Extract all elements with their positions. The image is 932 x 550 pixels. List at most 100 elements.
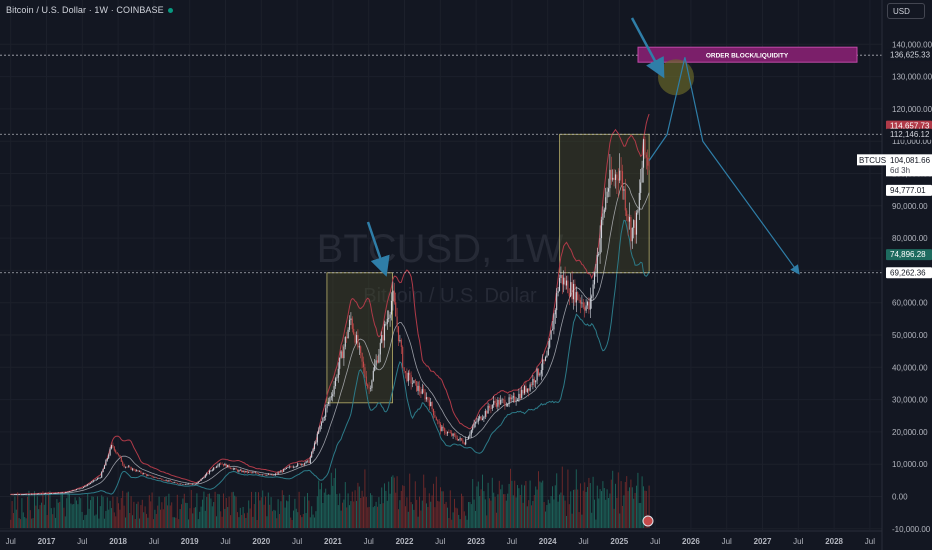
volume-bar bbox=[231, 492, 233, 528]
candle-body bbox=[74, 490, 76, 491]
volume-bar bbox=[473, 499, 475, 528]
candle-body bbox=[108, 455, 110, 459]
candle-body bbox=[117, 454, 120, 456]
candle-body bbox=[186, 483, 188, 485]
candle-body bbox=[327, 401, 330, 405]
volume-bar bbox=[472, 479, 474, 528]
volume-bar bbox=[11, 501, 13, 528]
candle-body bbox=[224, 463, 226, 466]
volume-bar bbox=[550, 496, 552, 528]
candle-body bbox=[519, 393, 521, 399]
candle-body bbox=[179, 483, 181, 485]
chart-title: Bitcoin / U.S. Dollar · 1W · COINBASE bbox=[6, 5, 164, 15]
candle-body bbox=[96, 478, 99, 480]
candle-body bbox=[547, 347, 549, 356]
volume-bar bbox=[148, 495, 150, 528]
candle-body bbox=[584, 307, 586, 311]
candle-body bbox=[103, 465, 106, 469]
candle-body bbox=[147, 475, 149, 476]
volume-bar bbox=[466, 519, 468, 528]
volume-bar bbox=[386, 500, 388, 528]
volume-bar bbox=[281, 490, 283, 528]
candle-body bbox=[28, 494, 30, 495]
volume-bar bbox=[158, 496, 160, 528]
candle-body bbox=[148, 475, 150, 476]
candle-body bbox=[246, 470, 248, 473]
lower-box-price-label-bg bbox=[886, 267, 932, 279]
volume-bar bbox=[190, 490, 192, 528]
candle-body bbox=[395, 302, 397, 317]
candle-body bbox=[640, 182, 642, 193]
volume-bar bbox=[309, 517, 311, 528]
volume-bar bbox=[522, 502, 524, 528]
range-boxes[interactable] bbox=[326, 133, 650, 404]
x-tick-label: Jul bbox=[578, 537, 588, 546]
arrow-drawings[interactable] bbox=[366, 17, 800, 277]
x-tick-label: 2025 bbox=[610, 537, 628, 546]
horizontal-levels[interactable]: ORDER BLOCK/LIQUIDITY bbox=[0, 46, 882, 274]
volume-bar bbox=[172, 517, 174, 528]
volume-bar bbox=[518, 488, 520, 528]
volume-bar bbox=[24, 517, 26, 528]
volume-bar bbox=[21, 498, 23, 528]
candle-body bbox=[554, 310, 556, 315]
candle-body bbox=[15, 494, 17, 495]
volume-bar bbox=[20, 519, 21, 528]
volume-bar bbox=[486, 515, 488, 528]
candle-body bbox=[571, 282, 573, 300]
candle-body bbox=[57, 492, 59, 494]
x-tick-label: Jul bbox=[149, 537, 159, 546]
volume-bar bbox=[435, 476, 437, 528]
volume-bar bbox=[202, 499, 203, 528]
candle-body bbox=[262, 474, 264, 476]
candle-body bbox=[498, 399, 500, 405]
volume-bar bbox=[364, 469, 366, 528]
lower-box-price-label: 69,262.36 bbox=[890, 268, 926, 277]
candle-body bbox=[316, 433, 318, 443]
volume-bar bbox=[529, 480, 531, 528]
candle-body bbox=[47, 493, 50, 494]
volume-bar bbox=[218, 494, 220, 528]
candle-body bbox=[546, 355, 548, 358]
candle-body bbox=[56, 492, 58, 494]
volume-bar bbox=[167, 505, 168, 528]
volume-bar bbox=[88, 508, 90, 528]
candle-body bbox=[647, 157, 649, 166]
candle-body bbox=[390, 300, 393, 315]
currency-button[interactable]: USD bbox=[887, 3, 925, 19]
volume-bar bbox=[613, 508, 615, 528]
candle-body bbox=[33, 493, 36, 495]
candle-body bbox=[626, 210, 628, 216]
volume-bar bbox=[587, 487, 588, 528]
volume-bar bbox=[519, 495, 521, 528]
candle-body bbox=[634, 220, 636, 235]
candle-body bbox=[514, 396, 516, 402]
candle-body bbox=[290, 466, 292, 468]
volume-bar bbox=[101, 495, 103, 528]
volume-bar bbox=[505, 500, 507, 528]
candle-body bbox=[302, 463, 304, 465]
candle-body bbox=[271, 474, 274, 476]
volume-bar bbox=[251, 491, 252, 528]
candle-body bbox=[75, 489, 78, 491]
volume-bar bbox=[416, 499, 418, 528]
candle-body bbox=[624, 189, 626, 211]
volume-bar bbox=[66, 498, 68, 528]
candle-body bbox=[80, 488, 82, 490]
volume-bar bbox=[528, 500, 530, 528]
volume-bar bbox=[160, 509, 161, 528]
volume-bar bbox=[343, 499, 345, 528]
candle-body bbox=[274, 473, 276, 475]
volume-bar bbox=[81, 511, 83, 528]
candle-body bbox=[501, 399, 503, 401]
candle-body bbox=[424, 392, 426, 400]
candle-body bbox=[60, 492, 62, 494]
y-tick-label: 20,000.00 bbox=[892, 428, 928, 437]
volume-bar bbox=[34, 491, 35, 528]
candle-body bbox=[182, 484, 184, 485]
volume-bar bbox=[606, 489, 608, 528]
candle-body bbox=[113, 446, 115, 451]
candle-body bbox=[168, 480, 170, 482]
